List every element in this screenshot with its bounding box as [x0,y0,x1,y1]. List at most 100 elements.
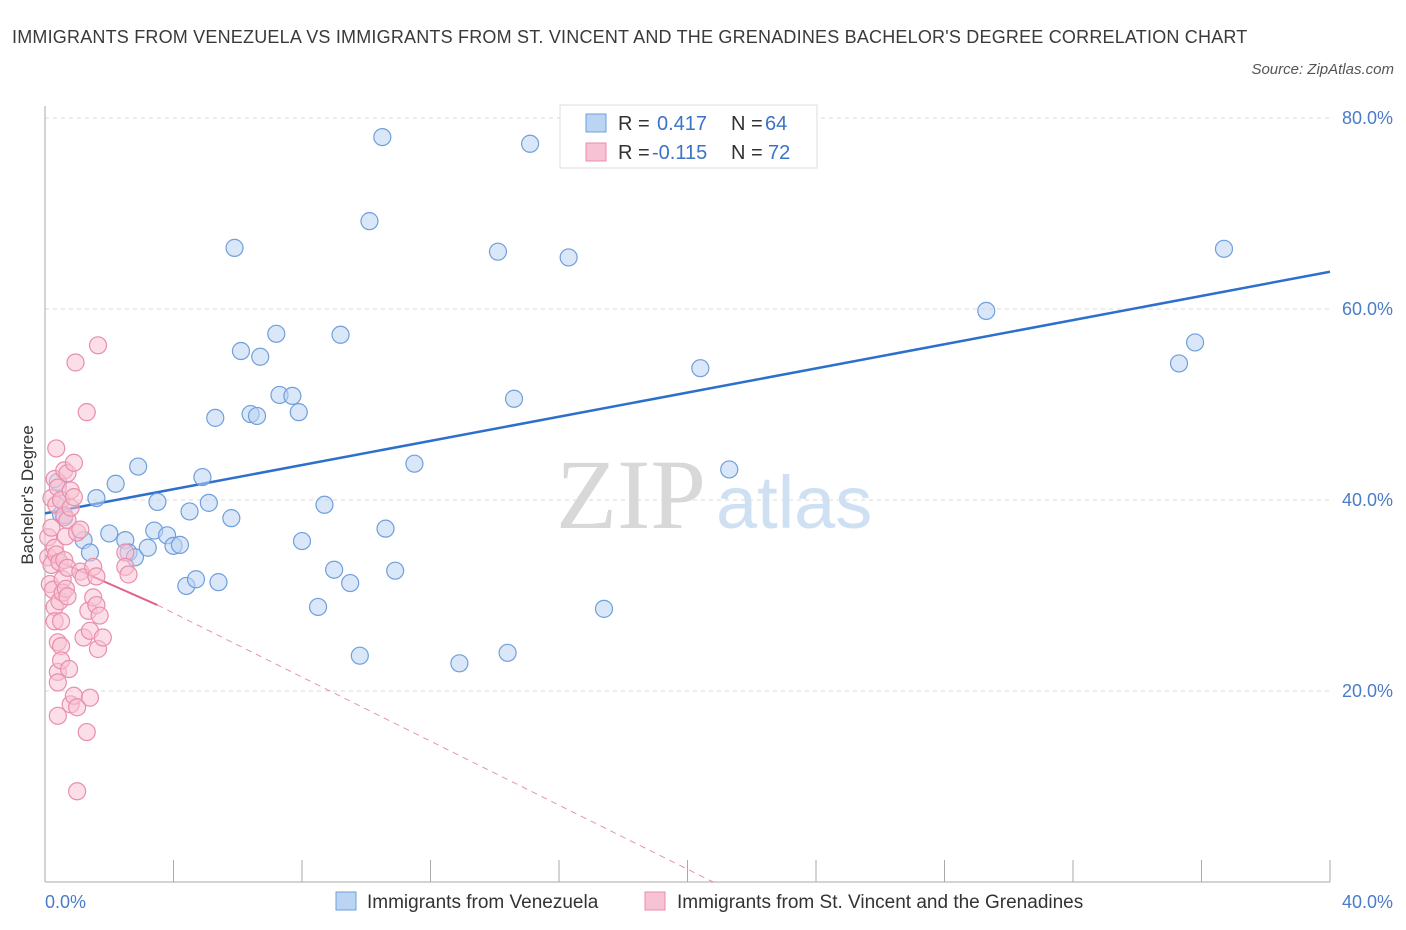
point-series0-22 [193,467,212,487]
legend-box: R = 0.417 N = 64 R = -0.115 N = 72 [559,104,818,169]
legend-swatch-st-vincent [585,142,607,162]
point-series1-18 [48,706,67,725]
point-series0-41 [341,573,360,593]
point-series1-4 [42,518,61,537]
point-series0-26 [222,509,241,528]
point-series0-42 [350,646,369,665]
bottom-legend-swatch-venezuela [335,891,357,911]
point-series0-28 [231,341,251,361]
bottom-legend-label-venezuela: Immigrants from Venezuela [367,892,599,913]
legend-n-value-2: 72 [768,142,790,164]
point-series0-39 [325,560,344,579]
point-series0-35 [289,403,308,422]
point-series1-35 [58,587,77,606]
point-series0-51 [504,389,524,408]
point-series1-22 [51,612,71,631]
point-series0-15 [148,492,167,512]
x-tick-label-min: 0.0% [45,892,86,912]
point-series0-7 [100,524,119,543]
point-series0-24 [206,408,225,427]
point-series1-46 [68,782,87,801]
point-series0-6 [87,488,106,508]
point-series0-36 [292,531,312,551]
bottom-legend-label-st-vincent: Immigrants from St. Vincent and the Gren… [677,892,1083,913]
point-series0-47 [405,454,424,473]
point-series1-63 [93,628,112,647]
point-series1-66 [119,565,138,584]
trend-line-series0 [44,270,1331,515]
point-series0-38 [315,495,334,514]
point-series0-34 [283,386,302,406]
point-series0-37 [308,597,328,617]
point-series1-40 [64,453,84,472]
y-axis-label: Bachelor's Degree [18,425,37,564]
point-series0-60 [1214,239,1234,258]
point-series0-50 [498,643,517,662]
point-series1-17 [48,673,67,692]
watermark-zip: ZIP [556,439,706,550]
y-tick-label-60: 60.0% [1342,299,1393,319]
legend-n-value-1: 64 [765,113,787,135]
y-tick-label-80: 80.0% [1342,108,1393,128]
trend-line-extension-series1 [157,604,714,883]
legend-swatch-venezuela [585,113,607,133]
point-series1-60 [88,336,108,355]
point-series0-58 [1169,354,1189,373]
legend-r-label-1: R = [618,113,650,135]
point-series0-44 [373,128,392,147]
point-series1-11 [47,439,66,458]
bottom-legend-swatch-st-vincent [644,891,666,911]
watermark-atlas: atlas [716,461,872,544]
point-series1-47 [71,520,90,539]
point-series0-12 [129,457,148,476]
point-series1-36 [59,659,79,679]
point-series1-62 [90,606,109,625]
point-series0-27 [225,238,244,257]
point-series0-45 [376,519,395,538]
point-series0-18 [170,535,190,554]
point-series0-52 [520,134,540,153]
point-series1-52 [77,722,96,742]
trend-lines [44,270,1331,883]
point-series0-31 [251,347,270,366]
legend-r-value-2: -0.115 [652,142,707,164]
gridlines [45,117,1330,692]
point-series0-8 [106,474,125,493]
point-series0-49 [488,242,508,261]
point-series1-43 [66,353,85,372]
point-series0-56 [720,460,739,479]
point-series1-45 [68,698,87,717]
y-tick-label-40: 40.0% [1342,490,1393,510]
point-series0-32 [267,324,286,343]
watermark: ZIP atlas [556,439,872,550]
point-series1-58 [87,567,106,586]
point-series0-54 [594,599,614,618]
chart-title: IMMIGRANTS FROM VENEZUELA VS IMMIGRANTS … [12,27,1248,47]
point-series1-55 [80,688,100,707]
point-series1-41 [64,488,84,507]
chart-source: Source: ZipAtlas.com [1251,61,1394,78]
point-series0-48 [450,654,469,673]
x-tick-label-max: 40.0% [1342,892,1393,912]
point-series0-30 [247,406,267,426]
point-series0-40 [331,325,350,344]
point-series0-21 [186,570,206,589]
point-series0-55 [691,359,710,378]
y-tick-label-20: 20.0% [1342,681,1393,701]
point-series0-46 [386,561,405,580]
point-series0-20 [180,502,199,521]
point-series0-59 [1185,333,1205,352]
legend-n-label-2: N = [731,142,763,164]
point-series1-51 [77,403,96,422]
point-series0-25 [209,573,228,592]
point-series0-13 [138,538,157,557]
legend-n-label-1: N = [731,113,763,135]
point-series0-53 [559,248,578,267]
legend-r-label-2: R = [618,142,650,164]
point-series0-57 [977,301,996,321]
data-points [39,128,1234,801]
bottom-legend: Immigrants from Venezuela Immigrants fro… [335,891,1083,913]
legend-r-value-1: 0.417 [657,113,707,135]
point-series0-23 [199,493,218,512]
